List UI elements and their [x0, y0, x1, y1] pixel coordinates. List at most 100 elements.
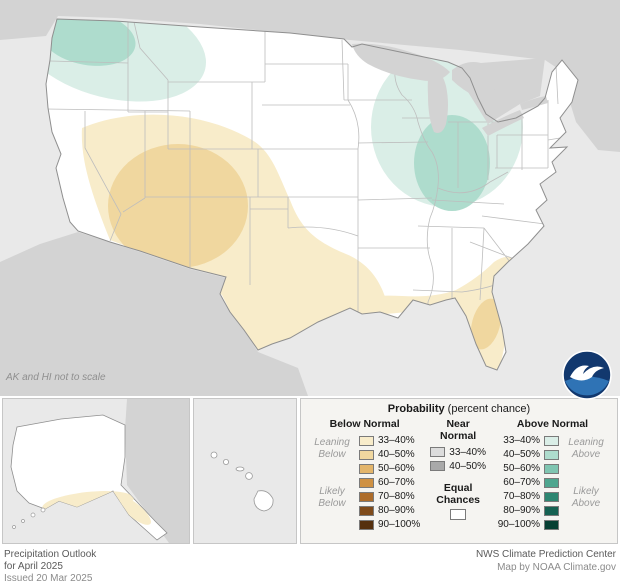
likely-below-label: Likely Below — [318, 486, 346, 509]
likely-above-label: Likely Above — [571, 486, 601, 509]
legend-row: 40–50% — [430, 459, 486, 473]
legend-swatch — [544, 477, 559, 488]
footer-left: Precipitation Outlook for April 2025 Iss… — [4, 549, 96, 585]
legend-row-label: 33–40% — [378, 435, 415, 447]
hawaii-inset — [193, 398, 297, 544]
footer-valid-period: for April 2025 — [4, 561, 63, 573]
legend-swatch — [544, 519, 559, 530]
noaa-logo-sea — [565, 376, 609, 396]
legend-title-bold: Probability — [387, 403, 445, 415]
region-below-normal-40-50-four-corners — [108, 144, 248, 268]
footer: Precipitation Outlook for April 2025 Iss… — [0, 547, 620, 585]
legend-swatch — [359, 435, 374, 446]
legend-row: 60–70% — [359, 476, 420, 490]
legend-row-label: 90–100% — [497, 519, 540, 531]
alaska-canada-landmass — [125, 399, 189, 543]
above-normal-header: Above Normal — [516, 418, 589, 430]
legend-row-label: 40–50% — [378, 449, 415, 461]
near-normal-column: Near Normal 33–40% 40–50% Equal Chances — [430, 418, 486, 532]
equal-chances-swatch — [450, 509, 467, 521]
alaska-map — [3, 399, 189, 543]
above-normal-column: Above Normal 33–40% 40–50% 50–60% 60–70% 70–… — [496, 418, 609, 532]
hawaii-map — [194, 399, 296, 543]
legend-row: 33–40% — [359, 434, 420, 448]
legend-row: 70–80% — [359, 490, 420, 504]
legend-swatch — [430, 447, 446, 458]
legend-panel: Probability (percent chance) Below Norma… — [300, 398, 618, 544]
legend-swatch — [544, 505, 559, 516]
noaa-logo — [562, 350, 612, 400]
legend-row: 33–40% — [430, 445, 486, 459]
legend-row: 90–100% — [496, 518, 559, 532]
legend-swatch — [359, 491, 374, 502]
legend-row-label: 90–100% — [378, 519, 421, 531]
probability-regions — [46, 19, 523, 370]
legend-row-label: 50–60% — [378, 463, 415, 475]
hawaii-ocean — [194, 399, 296, 543]
great-lakes — [352, 43, 548, 136]
legend-row: 80–90% — [359, 504, 420, 518]
near-normal-rows: 33–40% 40–50% — [430, 445, 486, 473]
alaska-region-below-normal-panhandle — [119, 497, 151, 525]
legend-row: 70–80% — [496, 490, 559, 504]
legend-swatch — [359, 477, 374, 488]
footer-issued-date: Issued 20 Mar 2025 — [4, 573, 93, 585]
legend-swatch — [544, 435, 559, 446]
legend-row: 80–90% — [496, 504, 559, 518]
equal-chances-label: Equal Chances — [436, 482, 481, 507]
legend-swatch — [359, 519, 374, 530]
above-normal-rows: 33–40% 40–50% 50–60% 60–70% 70–80% 80–90% 90–1… — [496, 434, 559, 532]
legend-row-label: 50–60% — [503, 463, 540, 475]
legend-row-label: 80–90% — [378, 505, 415, 517]
legend-row: 33–40% — [496, 434, 559, 448]
alaska-inset — [2, 398, 190, 544]
legend-swatch — [359, 449, 374, 460]
legend-swatch — [544, 449, 559, 460]
canada-landmass — [0, 0, 620, 152]
us-outline — [45, 18, 579, 371]
legend-row-label: 70–80% — [378, 491, 415, 503]
legend-row-label: 60–70% — [378, 477, 415, 489]
legend-row: 40–50% — [496, 448, 559, 462]
below-normal-header: Below Normal — [329, 418, 400, 430]
legend-row: 40–50% — [359, 448, 420, 462]
state-borders-group — [46, 21, 567, 318]
legend-row-label: 70–80% — [503, 491, 540, 503]
footer-source: NWS Climate Prediction Center — [475, 549, 616, 560]
near-normal-header: Near Normal — [440, 418, 477, 442]
region-above-normal-40-50-washington — [46, 19, 136, 66]
legend-swatch — [430, 461, 446, 472]
legend-swatch — [544, 463, 559, 474]
legend-row: 50–60% — [359, 462, 420, 476]
below-normal-column: Below Normal Leaning Below Likely Below … — [309, 418, 420, 532]
legend-row: 90–100% — [359, 518, 420, 532]
us-precip-map — [0, 0, 620, 396]
legend-row-label: 80–90% — [503, 505, 540, 517]
footer-product-title: Precipitation Outlook — [4, 549, 97, 560]
legend-swatch — [544, 491, 559, 502]
legend-row-label: 60–70% — [503, 477, 540, 489]
noaa-logo-gull-icon — [570, 365, 604, 381]
leaning-above-label: Leaning Above — [568, 437, 604, 460]
mexico-landmass — [0, 232, 308, 396]
legend-title-rest: (percent chance) — [447, 403, 531, 415]
legend-swatch — [359, 463, 374, 474]
noaa-logo-ring — [562, 350, 612, 400]
legend-row: 50–60% — [496, 462, 559, 476]
aleutian-islands — [12, 507, 46, 529]
footer-right: NWS Climate Prediction Center Map by NOA… — [476, 549, 616, 585]
legend-row-label: 33–40% — [449, 446, 486, 458]
legend-row-label: 40–50% — [503, 449, 540, 461]
scale-note: AK and HI not to scale — [6, 372, 106, 383]
legend-title: Probability (percent chance) — [301, 399, 617, 415]
legend-row-label: 40–50% — [449, 460, 486, 472]
footer-credit: Map by NOAA Climate.gov — [497, 561, 616, 573]
legend-row-label: 33–40% — [503, 435, 540, 447]
region-above-normal-40-50-illinois-indiana — [414, 115, 490, 211]
hawaiian-islands — [210, 451, 274, 512]
legend-columns: Below Normal Leaning Below Likely Below … — [301, 415, 617, 532]
region-below-normal-40-50-florida — [470, 298, 502, 350]
leaning-below-label: Leaning Below — [314, 437, 350, 460]
legend-row: 60–70% — [496, 476, 559, 490]
